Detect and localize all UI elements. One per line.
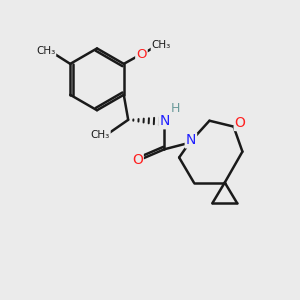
Text: CH₃: CH₃: [91, 130, 110, 140]
Text: O: O: [132, 153, 143, 166]
Text: CH₃: CH₃: [152, 40, 171, 50]
Text: O: O: [235, 116, 245, 130]
Text: N: N: [159, 114, 170, 128]
Text: N: N: [186, 134, 196, 147]
Text: CH₃: CH₃: [36, 46, 56, 56]
Text: H: H: [171, 102, 180, 116]
Text: O: O: [136, 48, 147, 61]
